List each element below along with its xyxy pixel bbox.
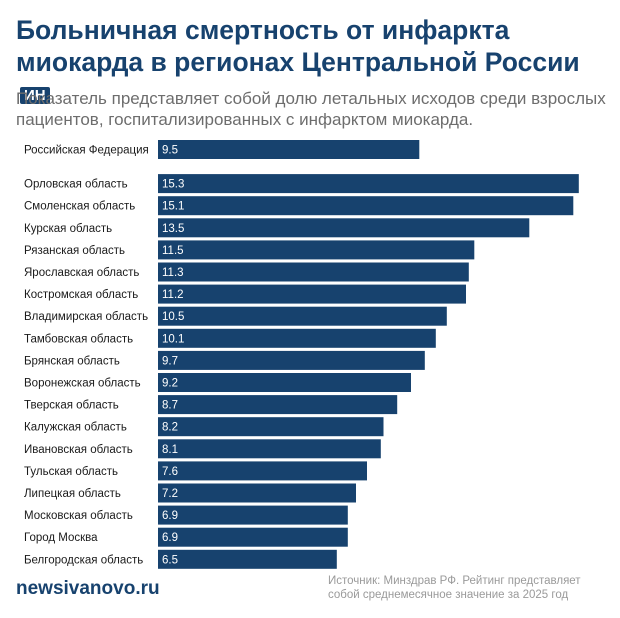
value-label: 9.5	[162, 145, 178, 157]
bar	[158, 262, 469, 282]
value-label: 11.3	[162, 267, 184, 279]
category-label: Город Москва	[24, 532, 98, 544]
category-label: Российская Федерация	[24, 145, 149, 157]
category-label: Рязанская область	[24, 245, 125, 257]
value-label: 6.9	[162, 532, 178, 544]
bar	[158, 240, 475, 260]
bar	[158, 461, 367, 481]
value-label: 9.7	[162, 355, 178, 367]
chart-subtitle: Показатель представляет собой долю летал…	[16, 89, 606, 129]
bar	[158, 373, 411, 392]
bar	[158, 439, 381, 459]
bar	[158, 483, 356, 503]
value-label: 9.2	[162, 378, 178, 390]
value-label: 15.3	[162, 179, 184, 191]
category-label: Ивановская область	[24, 444, 133, 456]
value-label: 8.2	[162, 422, 178, 434]
bar	[158, 196, 574, 216]
value-label: 6.9	[162, 510, 178, 522]
value-label: 7.2	[162, 488, 178, 500]
value-label: 10.5	[162, 311, 184, 323]
value-label: 11.2	[162, 289, 184, 301]
bar	[158, 218, 530, 238]
value-label: 8.1	[162, 444, 178, 456]
value-label: 11.5	[162, 245, 184, 257]
category-label: Тамбовская область	[24, 333, 133, 345]
category-label: Тверская область	[24, 400, 119, 412]
value-label: 7.6	[162, 466, 178, 478]
bar	[158, 174, 579, 194]
value-label: 6.5	[162, 554, 178, 566]
site-logo[interactable]: newsivanovo.ru	[16, 578, 160, 599]
category-label: Воронежская область	[24, 378, 141, 390]
value-label: 15.1	[162, 201, 184, 213]
category-label: Тульская область	[24, 466, 118, 478]
bar	[158, 417, 384, 437]
bar	[158, 284, 466, 304]
value-label: 13.5	[162, 223, 184, 235]
bar	[158, 395, 398, 415]
bar	[158, 549, 337, 569]
bar	[158, 140, 420, 159]
chart-title: Больничная смертность от инфаркта миокар…	[16, 14, 606, 110]
source-logo-badge: ИН	[20, 87, 50, 104]
bar	[158, 350, 425, 370]
bar	[158, 527, 348, 547]
bar	[158, 505, 348, 525]
category-label: Костромская область	[24, 289, 138, 301]
category-label: Смоленская область	[24, 201, 135, 213]
category-label: Калужская область	[24, 422, 127, 434]
value-label: 10.1	[162, 333, 184, 345]
category-label: Липецкая область	[24, 488, 121, 500]
category-label: Курская область	[24, 223, 112, 235]
bar	[158, 328, 436, 348]
category-label: Ярославская область	[24, 267, 139, 279]
source-note: Источник: Минздрав РФ. Рейтинг представл…	[328, 575, 581, 601]
category-label: Брянская область	[24, 355, 120, 367]
chart-title-text: Больничная смертность от инфаркта миокар…	[16, 15, 580, 77]
category-label: Владимирская область	[24, 311, 148, 323]
category-label: Орловская область	[24, 179, 128, 191]
bar	[158, 306, 447, 326]
value-label: 8.7	[162, 400, 178, 412]
category-label: Белгородская область	[24, 554, 143, 566]
category-label: Московская область	[24, 510, 133, 522]
